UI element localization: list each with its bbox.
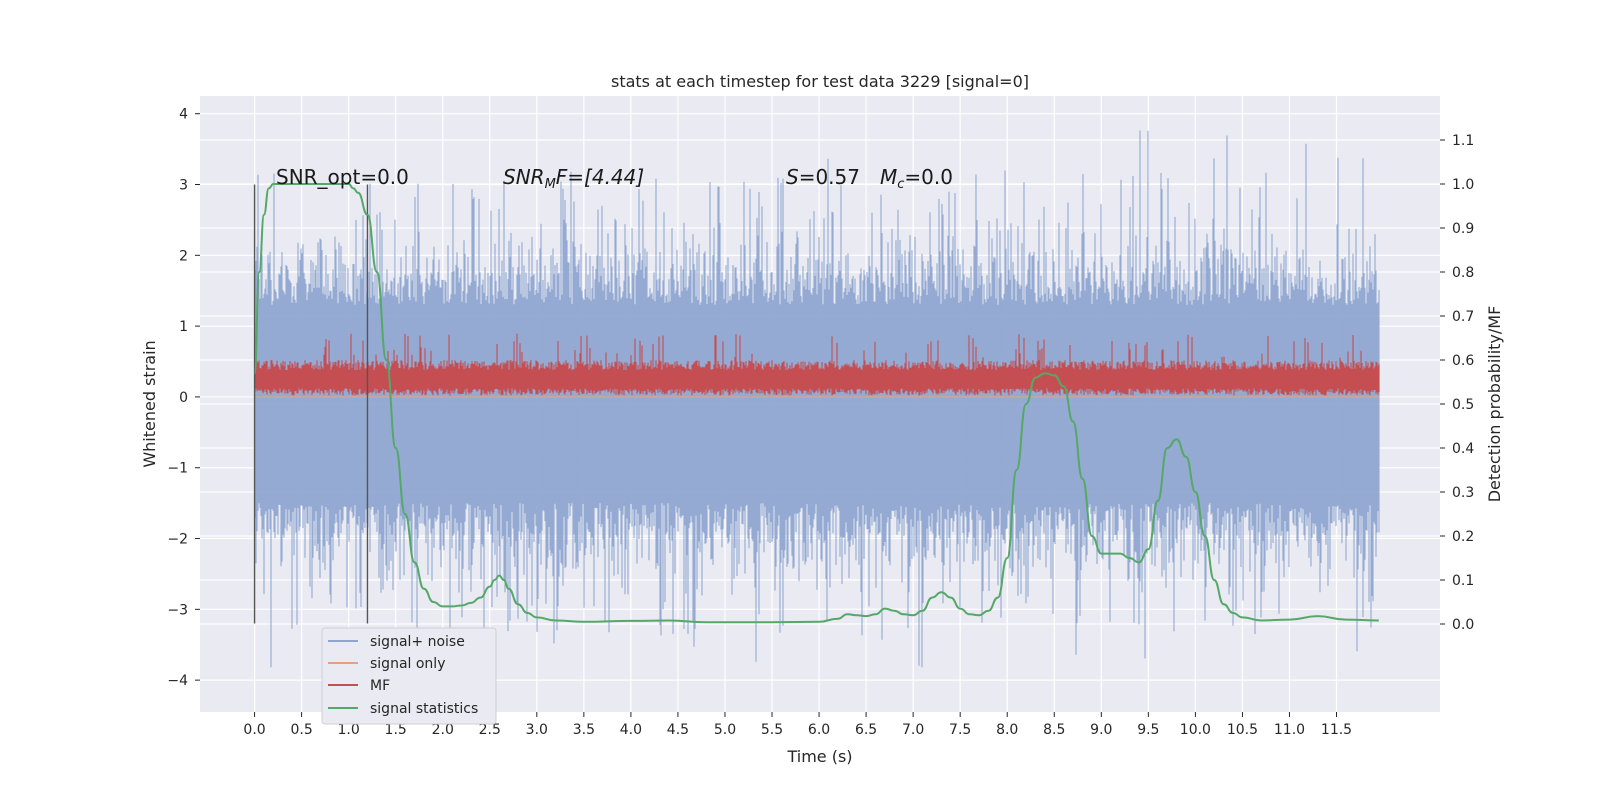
y-tick-label: 3 (179, 178, 188, 194)
y-right-tick-label: 0.3 (1452, 485, 1474, 501)
x-tick-label: 8.5 (1043, 722, 1065, 738)
y-axis-ticks: 4 3 2 1 0 −1 −2 −3 −4 (167, 107, 200, 689)
y-right-tick-label: 1.1 (1452, 133, 1474, 149)
annotation-mc-label: M (880, 165, 897, 189)
x-tick-label: 2.5 (479, 722, 501, 738)
x-tick-label: 6.0 (808, 722, 830, 738)
y-tick-label: 4 (179, 107, 188, 123)
y-right-tick-label: 0.2 (1452, 529, 1474, 545)
x-tick-label: 3.0 (526, 722, 548, 738)
x-tick-label: 4.5 (667, 722, 689, 738)
legend: signal+ noise signal only MF signal stat… (321, 627, 497, 725)
signal-statistics-line (253, 183, 1379, 624)
y-right-tick-label: 0.8 (1452, 265, 1474, 281)
x-tick-label: 9.5 (1137, 722, 1159, 738)
x-tick-label: 7.0 (902, 722, 924, 738)
y-axis-right-ticks: 1.1 1.0 0.9 0.8 0.7 0.6 0.5 0.4 0.3 0.2 0.1 0.0 (1440, 133, 1474, 633)
x-tick-label: 0.0 (243, 722, 265, 738)
annotation-s: S=0.57 (786, 165, 860, 189)
legend-label-signal-only: signal only (370, 656, 445, 672)
y-right-tick-label: 0.5 (1452, 397, 1474, 413)
x-tick-label: 2.0 (432, 722, 454, 738)
chart-title: stats at each timestep for test data 322… (611, 72, 1029, 91)
x-axis-ticks: 0.0 0.5 1.0 1.5 2.0 2.5 3.0 3.5 4.0 4.5 5.0 5.5 6.0 6… (243, 712, 1352, 738)
x-tick-label: 11.5 (1321, 722, 1352, 738)
y-axis-label: Whitened strain (140, 340, 159, 467)
annotation-mc-sub: c (897, 177, 904, 192)
y-right-tick-label: 0.9 (1452, 221, 1474, 237)
x-tick-label: 9.0 (1090, 722, 1112, 738)
y-tick-label: −4 (167, 673, 188, 689)
legend-label-signal-noise: signal+ noise (370, 634, 465, 650)
annotation-snr-opt: SNR_opt=0.0 (276, 165, 409, 189)
y-tick-label: −3 (167, 602, 188, 618)
legend-label-mf: MF (370, 678, 390, 694)
annotation-mc: Mc=0.0 (880, 165, 953, 192)
y-tick-label: −1 (167, 461, 188, 477)
x-tick-label: 10.5 (1227, 722, 1258, 738)
y-right-tick-label: 0.1 (1452, 573, 1474, 589)
x-tick-label: 1.5 (385, 722, 407, 738)
y-tick-label: 2 (179, 248, 188, 264)
y-right-tick-label: 0.4 (1452, 441, 1474, 457)
y-right-tick-label: 0.0 (1452, 617, 1474, 633)
annotation-snr-mf-sub: M (545, 177, 556, 192)
y-axis-right-label: Detection probability/MF (1485, 306, 1504, 503)
x-tick-label: 6.5 (855, 722, 877, 738)
annotation-s-label: S (786, 165, 799, 189)
vertical-markers (253, 184, 369, 624)
y-right-tick-label: 0.6 (1452, 353, 1474, 369)
annotation-mc-value: =0.0 (904, 165, 953, 189)
annotation-s-value: =0.57 (799, 165, 860, 189)
y-tick-label: 1 (179, 319, 188, 335)
x-tick-label: 3.5 (573, 722, 595, 738)
annotation-snr-mf: SNRMF=[4.44] (503, 165, 644, 192)
x-tick-label: 10.0 (1180, 722, 1211, 738)
series-signal-statistics (253, 183, 1379, 624)
x-tick-label: 7.5 (949, 722, 971, 738)
y-right-tick-label: 0.7 (1452, 309, 1474, 325)
x-tick-label: 8.0 (996, 722, 1018, 738)
y-right-tick-label: 1.0 (1452, 177, 1474, 193)
annotation-snr-mf-rest: F=[4.44] (556, 165, 644, 189)
x-axis-label: Time (s) (786, 747, 852, 766)
x-tick-label: 1.0 (338, 722, 360, 738)
x-tick-label: 5.0 (714, 722, 736, 738)
x-tick-label: 11.0 (1274, 722, 1305, 738)
annotation-snr-mf-label: SNR (503, 165, 545, 189)
x-tick-label: 4.0 (620, 722, 642, 738)
y-tick-label: −2 (167, 532, 188, 548)
x-tick-label: 5.5 (761, 722, 783, 738)
legend-label-signal-statistics: signal statistics (370, 701, 478, 717)
y-tick-label: 0 (179, 390, 188, 406)
x-tick-label: 0.5 (290, 722, 312, 738)
legend-box (321, 627, 497, 725)
